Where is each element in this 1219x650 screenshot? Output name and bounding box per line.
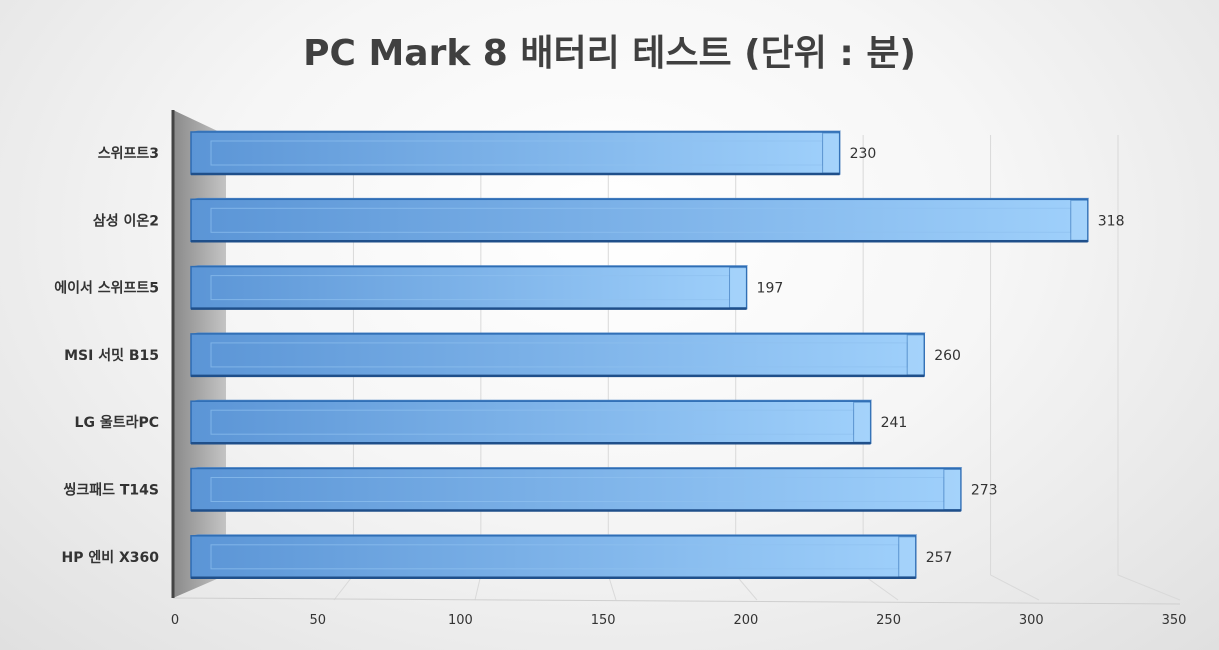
bar	[190, 197, 1090, 243]
bar	[190, 467, 963, 512]
chart-title: PC Mark 8 배터리 테스트 (단위 : 분)	[303, 33, 916, 74]
category-label: 에이서 스위프트5	[54, 280, 159, 297]
gridline	[1117, 135, 1181, 601]
x-tick-label: 200	[733, 613, 758, 628]
bar-face	[190, 400, 872, 444]
floor-edge	[172, 597, 1181, 605]
bar-end-cap	[943, 469, 962, 510]
bar-end-cap	[1070, 199, 1089, 241]
category-labels: 스위프트3 삼성 이온2 에이서 스위프트5 MSI 서밋 B15 LG 울트라PC 씽크…	[54, 146, 159, 566]
bar	[190, 399, 873, 445]
bar-face	[190, 131, 841, 175]
data-label: 318	[1098, 213, 1125, 229]
x-tick-label: 100	[448, 613, 473, 628]
bar-end-cap	[898, 536, 917, 578]
data-label: 230	[850, 146, 877, 162]
bar-face	[190, 333, 925, 377]
bar	[190, 130, 841, 176]
gridline	[990, 135, 1040, 601]
bar-end-cap	[906, 334, 925, 376]
data-label: 260	[934, 348, 961, 364]
x-tick-label: 300	[1019, 613, 1044, 628]
bar-end-cap	[729, 267, 748, 309]
data-label: 241	[881, 415, 908, 431]
bar	[190, 534, 918, 580]
x-tick-label: 0	[171, 613, 179, 628]
x-tick-label: 50	[309, 613, 326, 628]
bar-end-cap	[822, 132, 841, 174]
bar	[190, 332, 926, 378]
category-label: 씽크패드 T14S	[63, 483, 159, 499]
data-labels: 230 318 197 260 241 273 257	[757, 146, 1125, 566]
bar	[190, 265, 748, 310]
bar-face	[190, 265, 748, 310]
category-label: HP 엔비 X360	[61, 549, 159, 566]
category-label: 삼성 이온2	[93, 212, 159, 229]
category-label: 스위프트3	[98, 146, 159, 162]
data-label: 197	[757, 281, 784, 297]
category-label: LG 울트라PC	[75, 414, 159, 431]
x-axis-ticks: 0 50 100 150 200 250 300 350	[171, 613, 1187, 628]
x-tick-label: 250	[876, 613, 901, 628]
bar-face	[190, 198, 1089, 243]
bar-end-cap	[853, 401, 872, 443]
x-tick-label: 150	[591, 613, 616, 628]
bar-face	[190, 467, 962, 512]
category-label: MSI 서밋 B15	[64, 347, 159, 364]
x-tick-label: 350	[1162, 613, 1187, 628]
bars	[190, 130, 1090, 580]
data-label: 273	[971, 483, 998, 499]
bar-face	[190, 535, 917, 579]
data-label: 257	[926, 550, 953, 566]
